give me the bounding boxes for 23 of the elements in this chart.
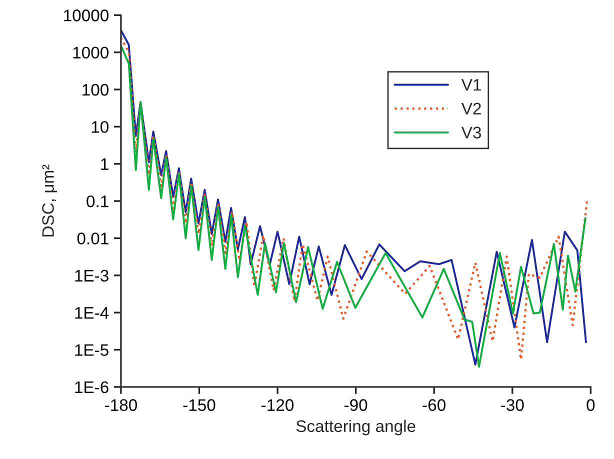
y-tick-label: 1000: [73, 46, 109, 59]
y-axis-title: DSC, μm²: [42, 164, 57, 236]
y-tick-label: 1E-5: [75, 344, 108, 356]
x-tick-label: -120: [262, 399, 294, 411]
x-tick-label: -60: [422, 399, 446, 411]
x-tick-label: -90: [344, 399, 368, 411]
legend-label: V2: [461, 102, 481, 114]
x-tick-label: 0: [586, 399, 595, 411]
x-tick-label: -150: [183, 399, 216, 411]
x-tick-label: -180: [105, 399, 137, 411]
x-tick-label: -30: [501, 399, 524, 411]
y-tick-label: 10000: [64, 10, 109, 22]
y-tick-label: 1E-6: [75, 381, 108, 394]
y-tick-label: 1E-4: [75, 307, 109, 319]
y-tick-label: 10: [92, 121, 108, 133]
y-tick-label: 1E-3: [75, 270, 108, 282]
y-tick-label: 1: [101, 158, 108, 170]
y-tick-label: 0.01: [77, 232, 108, 244]
x-axis-title: Scattering angle: [296, 420, 416, 436]
legend-label: V1: [461, 79, 481, 91]
y-tick-label: 0.1: [86, 195, 108, 208]
legend-label: V3: [461, 126, 481, 138]
y-tick-label: 100: [82, 84, 109, 96]
